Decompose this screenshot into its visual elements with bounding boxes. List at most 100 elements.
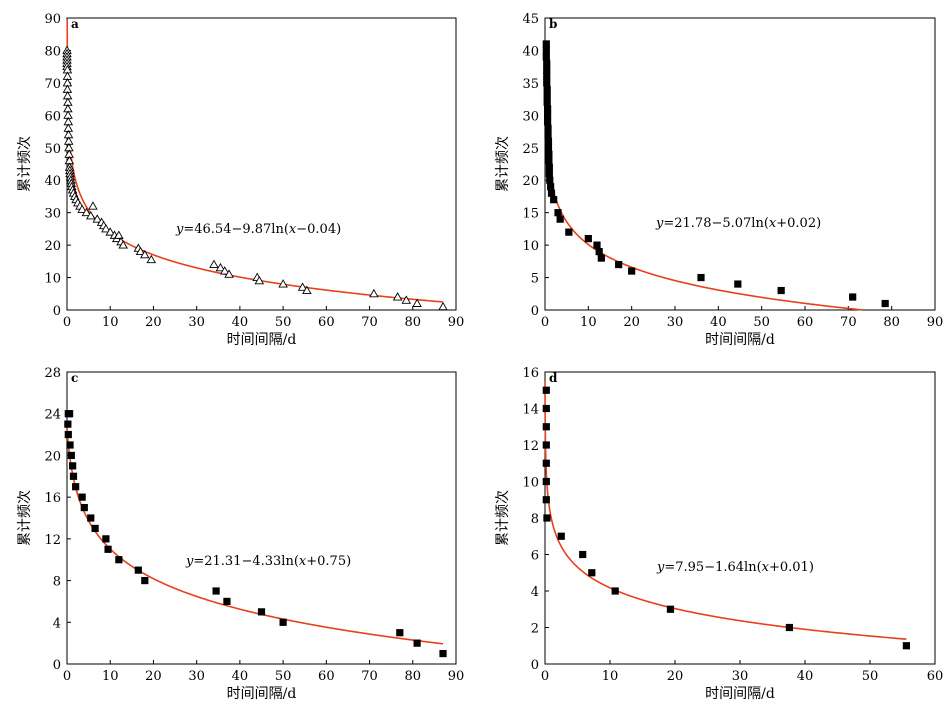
data-point — [63, 136, 74, 145]
data-point — [67, 451, 75, 460]
data-point — [902, 642, 910, 650]
data-point — [545, 150, 553, 158]
data-point — [115, 556, 123, 564]
data-point — [78, 493, 86, 501]
data-point — [118, 240, 128, 249]
data-point — [396, 629, 404, 637]
data-point — [554, 209, 562, 217]
data-point — [544, 111, 552, 119]
data-point — [69, 462, 77, 470]
y-tick-label: 0 — [531, 304, 539, 319]
fit-curve — [66, 19, 444, 303]
data-point — [543, 79, 551, 87]
x-tick-label: 30 — [188, 315, 205, 330]
data-point — [91, 524, 99, 533]
data-point — [64, 149, 74, 158]
data-point — [254, 275, 265, 285]
y-tick-label: 4 — [531, 585, 539, 600]
x-tick-label: 90 — [448, 669, 465, 684]
panel-letter: a — [71, 17, 79, 31]
y-tick-label: 20 — [44, 239, 61, 254]
y-tick-label: 80 — [44, 44, 61, 59]
y-tick-label: 12 — [522, 439, 539, 454]
data-point — [134, 566, 142, 574]
data-point — [413, 639, 421, 647]
data-point — [297, 282, 308, 291]
y-tick-label: 12 — [44, 533, 61, 548]
y-axis-title: 累计频次 — [17, 490, 33, 546]
x-tick-label: 50 — [753, 315, 770, 330]
data-point — [734, 280, 742, 288]
panel-b: 0 10 20 30 40 50 60 70 80 90 0 5 10 15 20 25 30 35 40 45 时间间… — [495, 12, 943, 348]
x-tick-label: 10 — [102, 669, 119, 684]
data-point — [546, 176, 554, 184]
y-tick-label: 40 — [522, 44, 539, 59]
data-point — [64, 142, 74, 152]
y-tick-label: 20 — [522, 174, 539, 189]
data-point — [101, 223, 111, 233]
data-point — [697, 273, 705, 282]
x-tick-label: 10 — [580, 315, 597, 330]
y-tick-label: 30 — [44, 207, 61, 222]
x-tick-label: 0 — [63, 315, 71, 330]
data-point — [597, 254, 605, 262]
y-tick-label: 70 — [44, 77, 61, 92]
data-point — [215, 262, 226, 272]
data-point — [547, 189, 556, 197]
y-tick-label: 10 — [522, 239, 539, 254]
y-tick-label: 0 — [53, 304, 61, 319]
data-point — [547, 183, 555, 191]
data-point — [72, 483, 80, 491]
data-point — [542, 404, 550, 413]
data-point — [63, 129, 74, 139]
data-point — [438, 301, 448, 311]
data-point — [584, 235, 592, 243]
data-point — [557, 532, 565, 540]
data-point — [542, 496, 550, 504]
y-tick-label: 0 — [531, 658, 539, 673]
data-point — [545, 170, 553, 178]
y-tick-label: 15 — [522, 207, 539, 222]
x-axis-title: 时间间隔/d — [705, 332, 775, 348]
data-point — [392, 292, 403, 301]
data-point — [102, 535, 110, 543]
plot-frame — [544, 17, 936, 311]
data-point — [209, 259, 219, 269]
panel-letter: d — [549, 371, 558, 385]
fit-curve — [544, 381, 907, 640]
x-tick-label: 80 — [405, 315, 422, 330]
data-point — [542, 40, 550, 48]
y-tick-label: 14 — [522, 403, 539, 418]
x-tick-label: 20 — [145, 315, 162, 330]
x-tick-label: 90 — [927, 315, 944, 330]
x-tick-label: 20 — [623, 315, 640, 330]
data-point — [105, 227, 115, 236]
y-tick-label: 6 — [531, 549, 539, 564]
x-tick-label: 60 — [797, 315, 814, 330]
data-point — [81, 207, 92, 217]
fit-equation: y=7.95−1.64ln(x+0.01) — [656, 560, 814, 575]
data-point — [545, 163, 553, 171]
y-tick-label: 60 — [44, 109, 61, 124]
y-tick-label: 25 — [522, 142, 539, 157]
x-tick-label: 50 — [275, 669, 292, 684]
data-point — [543, 98, 551, 106]
data-point — [593, 241, 601, 249]
data-point — [628, 267, 636, 275]
x-tick-label: 30 — [732, 669, 749, 684]
x-tick-label: 40 — [797, 669, 814, 684]
x-tick-label: 0 — [63, 669, 71, 684]
data-point — [543, 92, 551, 100]
y-tick-label: 4 — [53, 616, 61, 631]
plot-frame — [66, 371, 457, 665]
fit-equation: y=46.54−9.87ln(x−0.04) — [175, 222, 341, 237]
data-point — [545, 157, 553, 165]
x-tick-label: 40 — [232, 315, 249, 330]
data-point — [565, 228, 573, 236]
x-tick-label: 60 — [927, 669, 944, 684]
panel-letter: c — [71, 371, 78, 385]
x-tick-label: 70 — [840, 315, 857, 330]
x-tick-label: 50 — [862, 669, 879, 684]
fit-curve — [66, 428, 444, 645]
